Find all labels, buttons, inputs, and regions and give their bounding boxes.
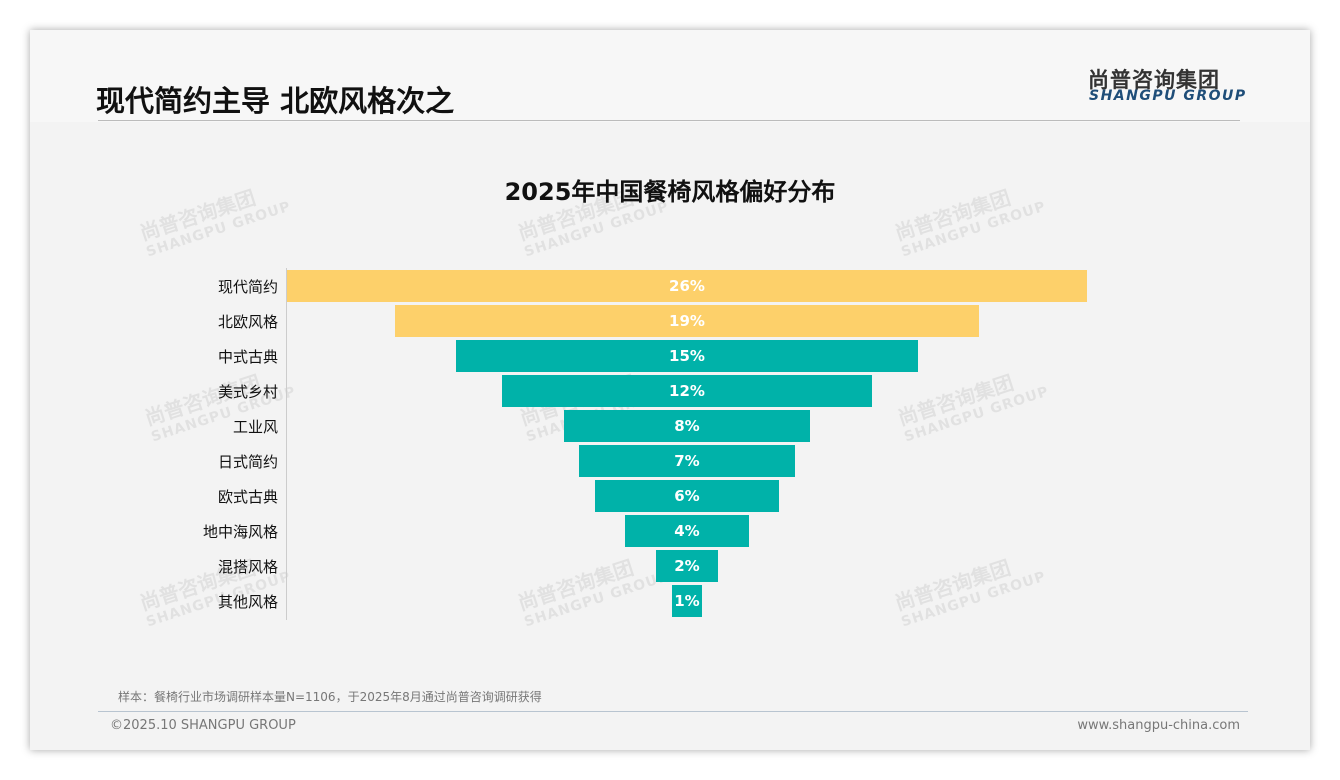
bar: 7%	[579, 445, 795, 477]
logo-cn: 尚普咨询集团	[1088, 68, 1220, 92]
footer-divider	[98, 711, 1248, 712]
category-label: 混搭风格	[217, 558, 278, 576]
website-link[interactable]: www.shangpu-china.com	[1077, 718, 1240, 733]
data-label: 15%	[669, 347, 705, 365]
category-label: 欧式古典	[217, 488, 278, 506]
bar: 15%	[456, 340, 918, 372]
category-label: 中式古典	[217, 348, 278, 366]
bar: 1%	[671, 585, 703, 617]
data-label: 12%	[669, 382, 705, 400]
data-label: 6%	[674, 487, 700, 505]
category-label: 现代简约	[217, 278, 278, 296]
data-label: 26%	[669, 277, 705, 295]
data-label: 7%	[674, 452, 700, 470]
data-label: 1%	[674, 592, 700, 610]
sample-note: 样本：餐椅行业市场调研样本量N=1106，于2025年8月通过尚普咨询调研获得	[118, 690, 542, 704]
data-label: 2%	[674, 557, 700, 575]
bar: 19%	[394, 305, 980, 337]
bar: 12%	[502, 375, 872, 407]
logo-en: SHANGPU GROUP	[1089, 88, 1247, 104]
data-label: 4%	[674, 522, 700, 540]
header-divider	[98, 120, 1240, 121]
category-label: 其他风格	[217, 593, 278, 611]
bar: 8%	[563, 410, 811, 442]
copyright: ©2025.10 SHANGPU GROUP	[110, 718, 296, 733]
category-label: 地中海风格	[202, 523, 278, 541]
page-title: 现代简约主导 北欧风格次之	[96, 84, 455, 118]
data-label: 8%	[674, 417, 700, 435]
bar: 26%	[287, 270, 1087, 302]
header	[30, 30, 1310, 122]
bar: 2%	[656, 550, 718, 582]
bar: 6%	[594, 480, 780, 512]
category-axis	[286, 268, 287, 620]
category-label: 美式乡村	[217, 383, 278, 401]
category-label: 北欧风格	[217, 313, 278, 331]
slide: 现代简约主导 北欧风格次之 尚普咨询集团 SHANGPU GROUP 尚普咨询集…	[30, 30, 1310, 750]
chart-title: 2025年中国餐椅风格偏好分布	[504, 178, 836, 206]
category-label: 工业风	[232, 418, 278, 436]
data-label: 19%	[669, 312, 705, 330]
category-label: 日式简约	[217, 453, 278, 471]
bar: 4%	[625, 515, 749, 547]
